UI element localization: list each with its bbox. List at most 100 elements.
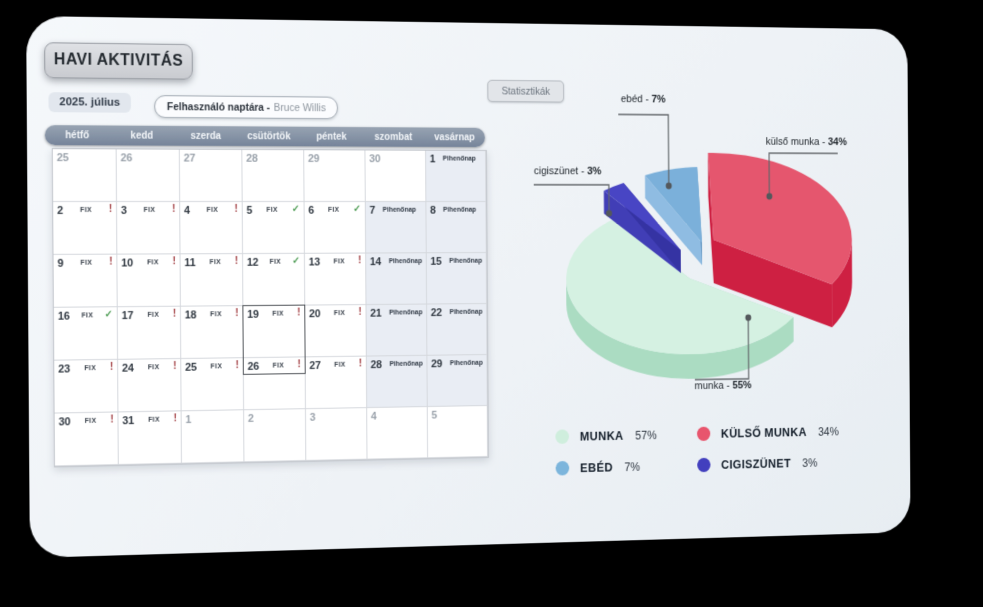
day-number: 7 — [369, 205, 375, 217]
day-number: 25 — [185, 362, 197, 374]
calendar-day-cell[interactable]: 21 Pihenőnap — [366, 305, 427, 357]
calendar-day-cell[interactable]: 9 FIX! — [54, 255, 118, 308]
calendar-day-cell[interactable]: 8 Pihenőnap — [426, 202, 486, 253]
pie-callout-label: ebéd - 7% — [589, 93, 696, 105]
calendar-day-cell[interactable]: 29 — [304, 150, 366, 202]
fix-shift-label: FIX — [127, 207, 172, 214]
calendar-day-cell[interactable]: 1 — [182, 410, 245, 463]
fix-shift-label: FIX — [259, 259, 293, 266]
calendar-day-cell[interactable]: 13 FIX! — [305, 254, 367, 306]
fix-shift-label: FIX — [190, 207, 235, 214]
rest-day-label: Pihenőnap — [443, 156, 476, 163]
fix-shift-label: FIX — [196, 259, 235, 266]
month-label: 2025. július — [48, 92, 131, 113]
day-number: 26 — [248, 361, 260, 373]
day-number: 27 — [309, 360, 321, 372]
fix-shift-label: FIX — [64, 260, 110, 267]
calendar-day-cell[interactable]: 4 FIX! — [180, 202, 243, 254]
calendar-day-cell[interactable]: 2 FIX! — [53, 202, 117, 255]
calendar-day-cell[interactable]: 30 FIX! — [55, 412, 119, 466]
legend-label: MUNKA — [580, 429, 624, 443]
exclamation-icon: ! — [298, 360, 301, 370]
fix-shift-label: FIX — [63, 207, 109, 214]
calendar-day-cell[interactable]: 31 FIX! — [118, 411, 181, 465]
day-number: 8 — [430, 205, 436, 217]
user-calendar-pill[interactable]: Felhasználó naptára - Bruce Willis — [154, 95, 338, 119]
calendar-day-cell[interactable]: 27 — [180, 150, 243, 202]
fix-shift-label: FIX — [70, 312, 105, 319]
calendar-day-cell[interactable]: 25 FIX! — [181, 358, 244, 411]
calendar-day-cell[interactable]: 7 Pihenőnap — [366, 202, 427, 254]
weekday-header-bar: hétfő kedd szerda csütörtök péntek szombat vas… — [45, 125, 485, 147]
page-title-text: HAVI AKTIVITÁS — [54, 51, 183, 70]
rest-day-label: Pihenőnap — [383, 207, 416, 214]
fix-shift-label: FIX — [71, 418, 111, 426]
calendar-day-cell[interactable]: 12 FIX ✓ — [243, 254, 305, 306]
pie-callout-label: munka - 55% — [670, 379, 776, 392]
calendar-day-cell[interactable]: 30 — [365, 150, 426, 202]
legend-label: EBÉD — [580, 460, 613, 474]
calendar-day-cell[interactable]: 6 FIX ✓ — [304, 202, 366, 254]
pie-slice-1 — [708, 153, 852, 329]
calendar-day-cell[interactable]: 1 Pihenőnap — [426, 151, 486, 202]
calendar-day-cell[interactable]: 15 Pihenőnap — [427, 253, 487, 305]
calendar-day-cell[interactable]: 16 FIX ✓ — [54, 307, 118, 360]
calendar-day-cell[interactable]: 5 — [428, 406, 488, 458]
calendar-day-cell[interactable]: 3 — [306, 408, 368, 461]
calendar-day-cell[interactable]: 22 Pihenőnap — [427, 304, 487, 356]
exclamation-icon: ! — [173, 414, 176, 424]
calendar-day-cell[interactable]: 28 — [242, 150, 304, 202]
legend-label: CIGISZÜNET — [721, 456, 791, 471]
calendar-day-cell[interactable]: 26 FIX! — [244, 357, 306, 410]
calendar-day-cell[interactable]: 11 FIX! — [180, 254, 243, 307]
chart-legend: MUNKA 57% KÜLSŐ MUNKA 34% EBÉD 7% CIGISZÜNET 3% — [555, 423, 884, 475]
calendar-day-cell[interactable]: 17 FIX! — [118, 307, 182, 360]
calendar-day-cell[interactable]: 26 — [117, 149, 181, 202]
dashboard-card: HAVI AKTIVITÁS 2025. július Felhasználó … — [26, 16, 910, 558]
legend-item: EBÉD 7% — [556, 458, 698, 476]
fix-shift-label: FIX — [197, 311, 236, 318]
pie-slice-4 — [645, 167, 702, 266]
calendar-day-cell[interactable]: 18 FIX! — [181, 306, 244, 359]
day-number: 5 — [431, 410, 437, 422]
check-icon: ✓ — [105, 310, 113, 320]
callout-name: külső munka - — [766, 136, 828, 148]
weekday-label: vasárnap — [424, 132, 485, 143]
day-number: 28 — [246, 153, 258, 165]
calendar-day-cell[interactable]: 23 FIX! — [54, 360, 118, 414]
calendar-day-cell[interactable]: 10 FIX! — [117, 254, 181, 307]
calendar-day-cell[interactable]: 28 Pihenőnap — [367, 356, 428, 408]
legend-value: 34% — [818, 425, 839, 438]
rest-day-label: Pihenőnap — [389, 361, 422, 368]
callout-percent: 55% — [732, 380, 751, 392]
calendar-day-cell[interactable]: 19 FIX! — [243, 306, 305, 359]
activity-pie-chart — [475, 61, 860, 427]
calendar-day-cell[interactable]: 29 Pihenőnap — [427, 355, 487, 407]
day-number: 29 — [308, 153, 320, 165]
exclamation-icon: ! — [110, 415, 113, 425]
day-number: 18 — [185, 309, 197, 321]
exclamation-icon: ! — [173, 310, 176, 320]
statistics-button[interactable]: Statisztikák — [487, 80, 564, 103]
fix-shift-label: FIX — [321, 310, 359, 317]
rest-day-label: Pihenőnap — [443, 207, 476, 214]
calendar-day-cell[interactable]: 25 — [53, 149, 117, 202]
day-number: 15 — [430, 256, 441, 268]
calendar-day-cell[interactable]: 24 FIX! — [118, 359, 182, 412]
day-number: 24 — [122, 363, 134, 375]
calendar-day-cell[interactable]: 2 — [244, 409, 306, 462]
fix-shift-label: FIX — [252, 207, 292, 214]
fix-shift-label: FIX — [134, 416, 173, 424]
rest-day-label: Pihenőnap — [389, 309, 422, 316]
calendar-day-cell[interactable]: 27 FIX! — [306, 357, 368, 410]
calendar-day-cell[interactable]: 14 Pihenőnap — [366, 253, 427, 305]
day-number: 31 — [122, 415, 134, 427]
calendar-day-cell[interactable]: 3 FIX! — [117, 202, 181, 255]
calendar-day-cell[interactable]: 20 FIX! — [305, 305, 367, 357]
callout-dot — [666, 183, 672, 189]
calendar-day-cell[interactable]: 4 — [367, 407, 428, 460]
day-number: 26 — [121, 152, 133, 164]
legend-value: 7% — [624, 460, 640, 474]
calendar-day-cell[interactable]: 5 FIX ✓ — [243, 202, 305, 254]
callout-name: munka - — [695, 380, 733, 392]
